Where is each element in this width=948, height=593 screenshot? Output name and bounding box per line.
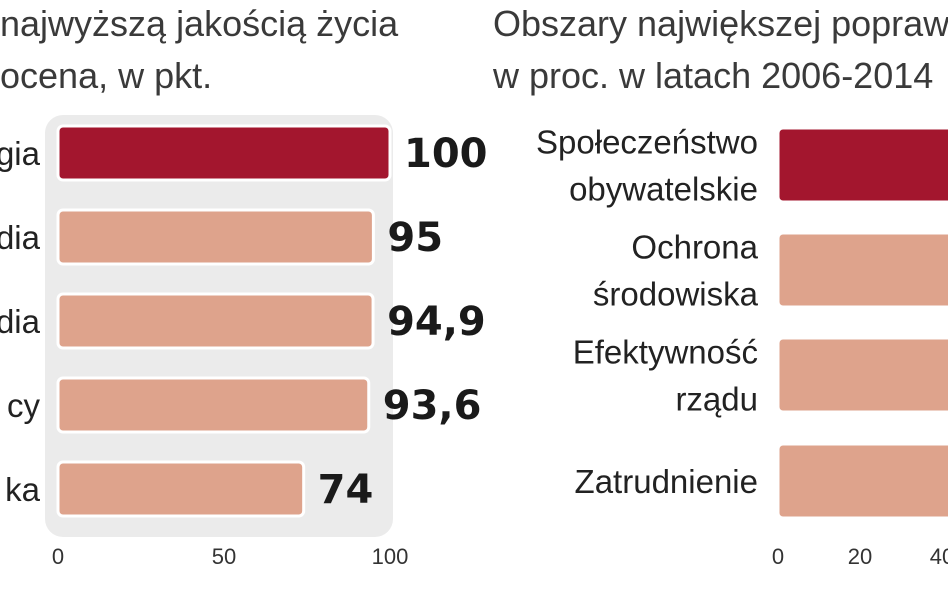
left-bar-4 — [56, 376, 371, 434]
left-value-label-4: 93,6 — [383, 383, 482, 429]
right-category-label-4-line-1: Zatrudnienie — [575, 463, 758, 500]
left-category-label-2: dia — [0, 219, 41, 256]
right-chart-category-labels: Społeczeństwo obywatelskie Ochrona środowis… — [536, 124, 759, 501]
right-category-label-4: Zatrudnienie — [575, 463, 758, 500]
right-category-label-2-line-1: Ochrona — [631, 229, 758, 266]
right-chart-title-line-1: Obszary największej popraw — [493, 3, 948, 44]
left-chart-bars — [56, 124, 392, 518]
right-x-tick-label-3: 40 — [930, 544, 948, 569]
left-chart-category-labels: gia dia dia cy ka — [0, 135, 41, 508]
left-category-label-4: cy — [7, 387, 41, 424]
right-category-label-2-line-2: środowiska — [593, 276, 759, 313]
right-category-label-1: Społeczeństwo obywatelskie — [536, 124, 758, 208]
charts-root: najwyższą jakością życia ocena, w pkt. g… — [0, 3, 948, 569]
right-x-tick-label-2: 20 — [848, 544, 872, 569]
right-chart: Obszary największej popraw w proc. w lat… — [492, 3, 948, 569]
left-x-tick-label-2: 50 — [212, 544, 236, 569]
left-value-label-5: 74 — [318, 467, 374, 513]
right-bar-4 — [776, 442, 948, 520]
left-value-label-1: 100 — [404, 131, 488, 177]
right-chart-bars — [776, 126, 948, 520]
left-bar-2 — [56, 208, 375, 266]
left-bar-1 — [56, 124, 392, 182]
left-chart-x-ticks: 0 50 100 — [52, 544, 408, 569]
left-value-label-2: 95 — [387, 215, 443, 261]
left-bar-5 — [56, 460, 306, 518]
right-category-label-3-line-2: rządu — [675, 381, 758, 418]
left-category-label-5: ka — [5, 471, 41, 508]
right-chart-title-line-2: w proc. w latach 2006-2014 — [492, 55, 933, 96]
right-category-label-2: Ochrona środowiska — [593, 229, 759, 313]
left-x-tick-label-3: 100 — [372, 544, 409, 569]
right-category-label-3-line-1: Efektywność — [573, 334, 758, 371]
left-chart-title-line-1: najwyższą jakością życia — [0, 3, 399, 44]
right-chart-x-ticks: 0 20 40 — [772, 544, 948, 569]
left-value-label-3: 94,9 — [387, 299, 486, 345]
right-category-label-1-line-1: Społeczeństwo — [536, 124, 758, 161]
right-category-label-1-line-2: obywatelskie — [569, 171, 758, 208]
left-chart-value-labels: 100 95 94,9 93,674 — [318, 131, 488, 513]
left-category-label-3: dia — [0, 303, 41, 340]
left-chart: najwyższą jakością życia ocena, w pkt. g… — [0, 3, 488, 569]
left-bar-3 — [56, 292, 375, 350]
right-bar-2 — [776, 231, 948, 309]
right-category-label-3: Efektywność rządu — [573, 334, 758, 418]
left-x-tick-label-1: 0 — [52, 544, 64, 569]
right-bar-3 — [776, 336, 948, 414]
right-bar-1 — [776, 126, 948, 204]
left-chart-title-line-2: ocena, w pkt. — [0, 55, 212, 96]
right-x-tick-label-1: 0 — [772, 544, 784, 569]
left-category-label-1: gia — [0, 135, 41, 172]
